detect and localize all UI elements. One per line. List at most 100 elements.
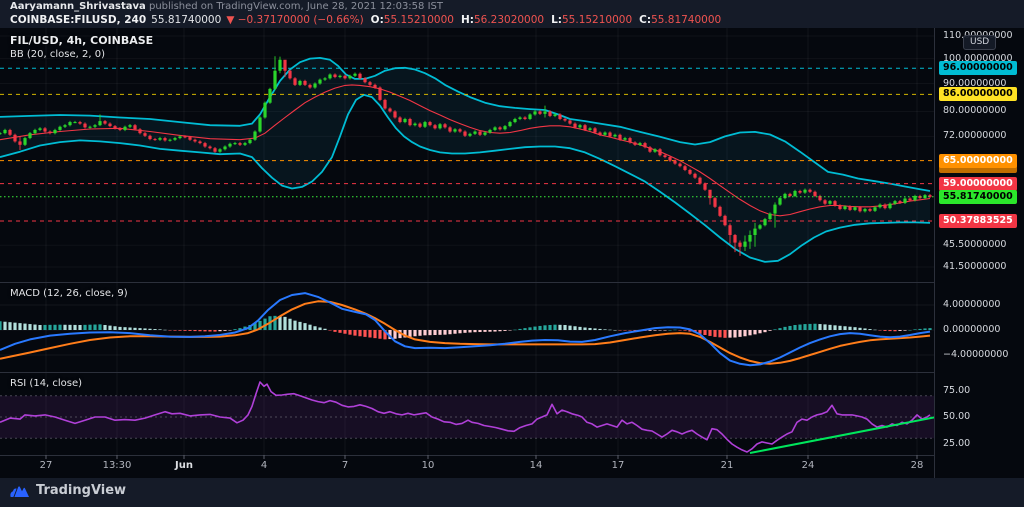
macd-hist-bar (8, 322, 12, 330)
macd-hist-bar (858, 327, 862, 330)
macd-hist-bar (648, 330, 652, 331)
macd-hist-bar (918, 328, 922, 330)
tradingview-brand[interactable]: TradingView (10, 483, 126, 498)
level-price-label: 86.00000000 (939, 87, 1017, 102)
macd-hist-bar (908, 330, 912, 331)
macd-hist-bar (838, 325, 842, 330)
macd-hist-bar (468, 330, 472, 333)
macd-hist-bar (883, 330, 887, 331)
macd-hist-bar (448, 330, 452, 335)
macd-hist-bar (658, 330, 662, 331)
macd-hist-bar (478, 330, 482, 333)
macd-hist-bar (498, 330, 502, 332)
level-price-label: 65.00000000 (939, 153, 1017, 168)
macd-hist-bar (503, 330, 507, 331)
macd-hist-bar (273, 315, 277, 330)
publish-bar: Aaryamann_Shrivastava published on Tradi… (0, 0, 1024, 28)
ohlc-value: 55.15210000 (562, 14, 633, 26)
macd-hist-bar (728, 330, 732, 338)
time-axis-label: 4 (260, 460, 268, 471)
macd-hist-bar (508, 330, 512, 331)
macd-hist-bar (803, 324, 807, 330)
macd-hist-bar (178, 330, 182, 331)
time-axis-label: 10 (421, 460, 435, 471)
time-axis-label: 27 (39, 460, 53, 471)
macd-hist-bar (523, 328, 527, 330)
macd-hist-bar (673, 329, 677, 331)
macd-hist-bar (753, 330, 757, 335)
macd-hist-bar (873, 329, 877, 331)
macd-hist-bar (573, 326, 577, 330)
macd-hist-bar (593, 328, 597, 330)
time-axis-label: 13:30 (102, 460, 132, 471)
macd-hist-bar (143, 328, 147, 330)
price-chart-canvas[interactable] (0, 0, 935, 478)
macd-hist-bar (513, 329, 517, 331)
macd-hist-bar (463, 330, 467, 333)
chart-area: FIL/USD, 4h, COINBASE BB (20, close, 2, … (0, 0, 1024, 478)
currency-unit-badge[interactable]: USD (963, 35, 997, 50)
time-axis-label: 28 (910, 460, 924, 471)
time-axis[interactable]: 27 13:30 Jun 4 7 10 14 17 21 24 28 (0, 455, 935, 478)
macd-hist-bar (748, 330, 752, 336)
macd-hist-bar (353, 330, 357, 336)
macd-hist-bar (683, 330, 687, 331)
time-axis-label: 24 (801, 460, 815, 471)
macd-hist-bar (493, 330, 497, 332)
macd-hist-bar (458, 330, 462, 334)
macd-hist-bar (618, 330, 622, 331)
candlestick-layer (0, 56, 932, 256)
macd-hist-bar (138, 328, 142, 330)
author-name[interactable]: Aaryamann_Shrivastava (10, 1, 146, 12)
macd-hist-bar (183, 330, 187, 331)
macd-hist-bar (158, 329, 162, 330)
macd-hist-bar (58, 324, 62, 330)
macd-signal-line (0, 300, 931, 365)
macd-hist-bar (343, 330, 347, 334)
tradingview-logo (10, 486, 29, 497)
macd-hist-bar (208, 330, 212, 332)
macd-hist-bar (148, 328, 152, 330)
symbol-name[interactable]: COINBASE:FILUSD, 240 (10, 14, 147, 26)
time-axis-label: 7 (341, 460, 349, 471)
macd-hist-bar (613, 330, 617, 331)
macd-hist-bar (293, 320, 297, 330)
ohlc-key: C: (639, 14, 652, 26)
rsi-line (0, 381, 931, 453)
time-axis-label: 14 (529, 460, 543, 471)
macd-hist-bar (788, 325, 792, 330)
macd-hist-bar (203, 330, 207, 332)
macd-hist-bar (408, 330, 412, 337)
macd-hist-bar (118, 326, 122, 330)
macd-hist-bar (73, 324, 77, 330)
macd-hist-bar (333, 330, 337, 332)
time-axis-label: 21 (720, 460, 734, 471)
macd-hist-bar (608, 329, 612, 331)
macd-hist-bar (428, 330, 432, 336)
macd-hist-bar (878, 330, 882, 331)
macd-hist-bar (483, 330, 487, 332)
macd-hist-bar (48, 324, 52, 330)
macd-hist-bar (538, 325, 542, 330)
macd-axis-label: −4.00000000 (943, 349, 1009, 360)
price-axis[interactable]: 110.00000000100.0000000090.0000000080.00… (935, 0, 1024, 478)
macd-hist-bar (328, 330, 332, 331)
macd-hist-bar (228, 330, 232, 331)
macd-axis-label: 4.00000000 (943, 299, 1001, 310)
macd-hist-bar (303, 323, 307, 330)
macd-hist-bar (743, 330, 747, 337)
macd-hist-bar (698, 330, 702, 334)
macd-hist-bar (923, 328, 927, 330)
macd-hist-bar (578, 326, 582, 330)
brand-name: TradingView (36, 483, 127, 498)
macd-hist-bar (443, 330, 447, 335)
macd-hist-bar (603, 329, 607, 330)
macd-hist-bar (338, 330, 342, 333)
symbol-info-bar: COINBASE:FILUSD, 240 55.81740000 ▼ −0.3717… (10, 14, 721, 26)
macd-hist-bar (768, 330, 772, 331)
macd-hist-bar (848, 326, 852, 330)
macd-hist-bar (708, 330, 712, 336)
macd-hist-bar (378, 330, 382, 339)
macd-hist-bar (553, 324, 557, 330)
